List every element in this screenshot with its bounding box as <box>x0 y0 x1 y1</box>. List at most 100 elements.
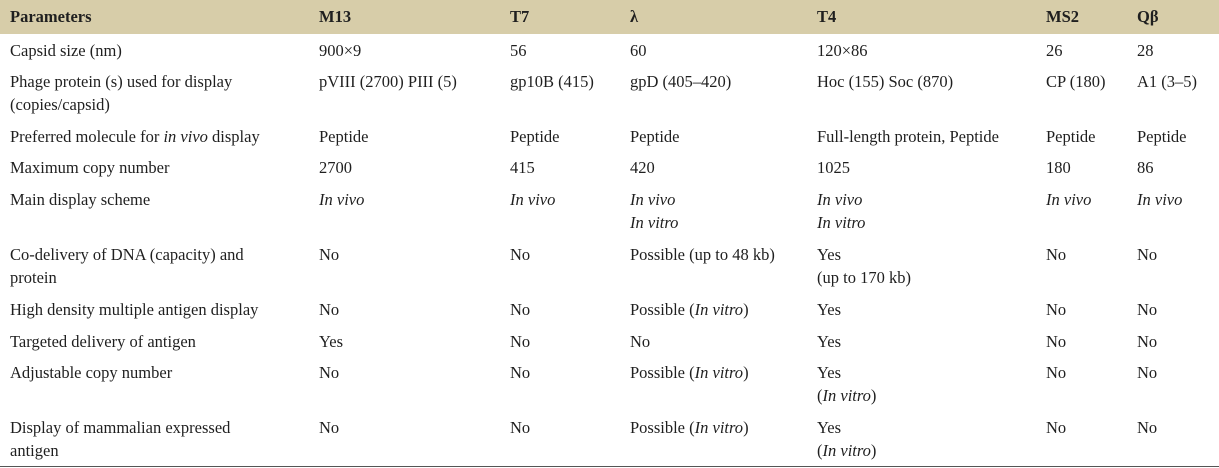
cell-ms2: No <box>1036 293 1127 325</box>
parameter-cell: High density multiple antigen display <box>0 293 309 325</box>
parameter-text: antigen <box>10 441 59 460</box>
header-parameters: Parameters <box>10 7 92 26</box>
cell-text: 180 <box>1046 158 1071 177</box>
cell-ms2: 26 <box>1036 34 1127 65</box>
cell-text: 26 <box>1046 41 1063 60</box>
cell-lambda: No <box>620 325 807 356</box>
cell-text: No <box>319 418 340 437</box>
parameter-cell: Maximum copy number <box>0 151 309 183</box>
cell-t7: In vivo <box>500 183 620 238</box>
cell-t7: No <box>500 356 620 411</box>
parameter-text: Maximum copy number <box>10 158 170 177</box>
cell-t7: No <box>500 411 620 467</box>
cell-text: (up to 170 kb) <box>817 268 911 287</box>
cell-text: Peptide <box>1137 127 1187 146</box>
cell-text: 2700 <box>319 158 352 177</box>
table-row: Preferred molecule for in vivo display Pe… <box>0 120 1219 151</box>
cell-text: Peptide <box>1046 127 1096 146</box>
cell-ms2: In vivo <box>1036 183 1127 238</box>
table-row: Adjustable copy number No No Possible (In v… <box>0 356 1219 411</box>
cell-t4: Yes <box>807 293 1036 325</box>
cell-text: 1025 <box>817 158 850 177</box>
cell-t4: Full-length protein, Peptide <box>807 120 1036 151</box>
cell-lambda: Possible (In vitro) <box>620 356 807 411</box>
cell-text: 420 <box>630 158 655 177</box>
cell-t4: Hoc (155) Soc (870) <box>807 65 1036 120</box>
cell-lambda: 60 <box>620 34 807 65</box>
parameter-cell: Main display scheme <box>0 183 309 238</box>
cell-text: Possible (In vitro) <box>630 363 749 382</box>
cell-m13: Peptide <box>309 120 500 151</box>
parameter-text: protein <box>10 268 57 287</box>
cell-m13: In vivo <box>309 183 500 238</box>
parameter-text: Adjustable copy number <box>10 363 173 382</box>
cell-qbeta: No <box>1127 293 1219 325</box>
table-row: Capsid size (nm) 900×9 56 60 120×86 26 28 <box>0 34 1219 65</box>
cell-t7: 56 <box>500 34 620 65</box>
cell-text: 86 <box>1137 158 1154 177</box>
cell-m13: 2700 <box>309 151 500 183</box>
cell-text: In vivo <box>630 190 676 209</box>
cell-text: In vitro <box>817 213 866 232</box>
cell-lambda: 420 <box>620 151 807 183</box>
cell-text: No <box>510 245 531 264</box>
cell-text: No <box>1137 418 1158 437</box>
header-ms2: MS2 <box>1046 7 1079 26</box>
table-row: High density multiple antigen display No N… <box>0 293 1219 325</box>
cell-lambda: gpD (405–420) <box>620 65 807 120</box>
cell-ms2: CP (180) <box>1036 65 1127 120</box>
cell-qbeta: No <box>1127 238 1219 293</box>
cell-text: A1 (3–5) <box>1137 72 1198 91</box>
cell-m13: pVIII (2700) PIII (5) <box>309 65 500 120</box>
cell-text: gpD (405–420) <box>630 72 732 91</box>
cell-text: No <box>1137 245 1158 264</box>
parameter-cell: Targeted delivery of antigen <box>0 325 309 356</box>
cell-t4: 120×86 <box>807 34 1036 65</box>
cell-text: No <box>630 332 651 351</box>
cell-text: 415 <box>510 158 535 177</box>
cell-qbeta: Peptide <box>1127 120 1219 151</box>
parameter-text: Preferred molecule for in vivo display <box>10 127 260 146</box>
cell-text: No <box>319 363 340 382</box>
parameter-text: High density multiple antigen display <box>10 300 259 319</box>
cell-qbeta: A1 (3–5) <box>1127 65 1219 120</box>
cell-text: In vitro <box>630 213 679 232</box>
table-row: Display of mammalian expressed antigen No N… <box>0 411 1219 467</box>
cell-text: 900×9 <box>319 41 362 60</box>
header-lambda: λ <box>630 7 639 26</box>
cell-ms2: Peptide <box>1036 120 1127 151</box>
cell-text: No <box>1046 418 1067 437</box>
cell-text: Yes <box>817 363 842 382</box>
parameter-cell: Co-delivery of DNA (capacity) and protein <box>0 238 309 293</box>
cell-text: 120×86 <box>817 41 868 60</box>
parameter-cell: Adjustable copy number <box>0 356 309 411</box>
cell-text: No <box>1137 332 1158 351</box>
cell-text: 60 <box>630 41 647 60</box>
parameter-text: Display of mammalian expressed <box>10 418 231 437</box>
cell-m13: 900×9 <box>309 34 500 65</box>
cell-text: No <box>510 300 531 319</box>
cell-t4: Yes (In vitro) <box>807 411 1036 467</box>
cell-text: In vivo <box>319 190 365 209</box>
cell-qbeta: No <box>1127 411 1219 467</box>
cell-m13: Yes <box>309 325 500 356</box>
cell-text: 56 <box>510 41 527 60</box>
cell-text: Hoc (155) Soc (870) <box>817 72 954 91</box>
table-row: Co-delivery of DNA (capacity) and protein… <box>0 238 1219 293</box>
cell-t4: In vivo In vitro <box>807 183 1036 238</box>
parameter-cell: Display of mammalian expressed antigen <box>0 411 309 467</box>
cell-qbeta: 28 <box>1127 34 1219 65</box>
cell-text: Yes <box>817 418 842 437</box>
cell-t7: Peptide <box>500 120 620 151</box>
cell-qbeta: In vivo <box>1127 183 1219 238</box>
cell-text: Possible (up to 48 kb) <box>630 245 775 264</box>
cell-text: Yes <box>817 332 842 351</box>
cell-ms2: No <box>1036 238 1127 293</box>
parameter-text: (copies/capsid) <box>10 95 110 114</box>
parameter-text: Main display scheme <box>10 190 151 209</box>
table-row: Main display scheme In vivo In vivo In vivo… <box>0 183 1219 238</box>
cell-lambda: Possible (In vitro) <box>620 411 807 467</box>
cell-text: No <box>319 245 340 264</box>
cell-text: No <box>510 332 531 351</box>
